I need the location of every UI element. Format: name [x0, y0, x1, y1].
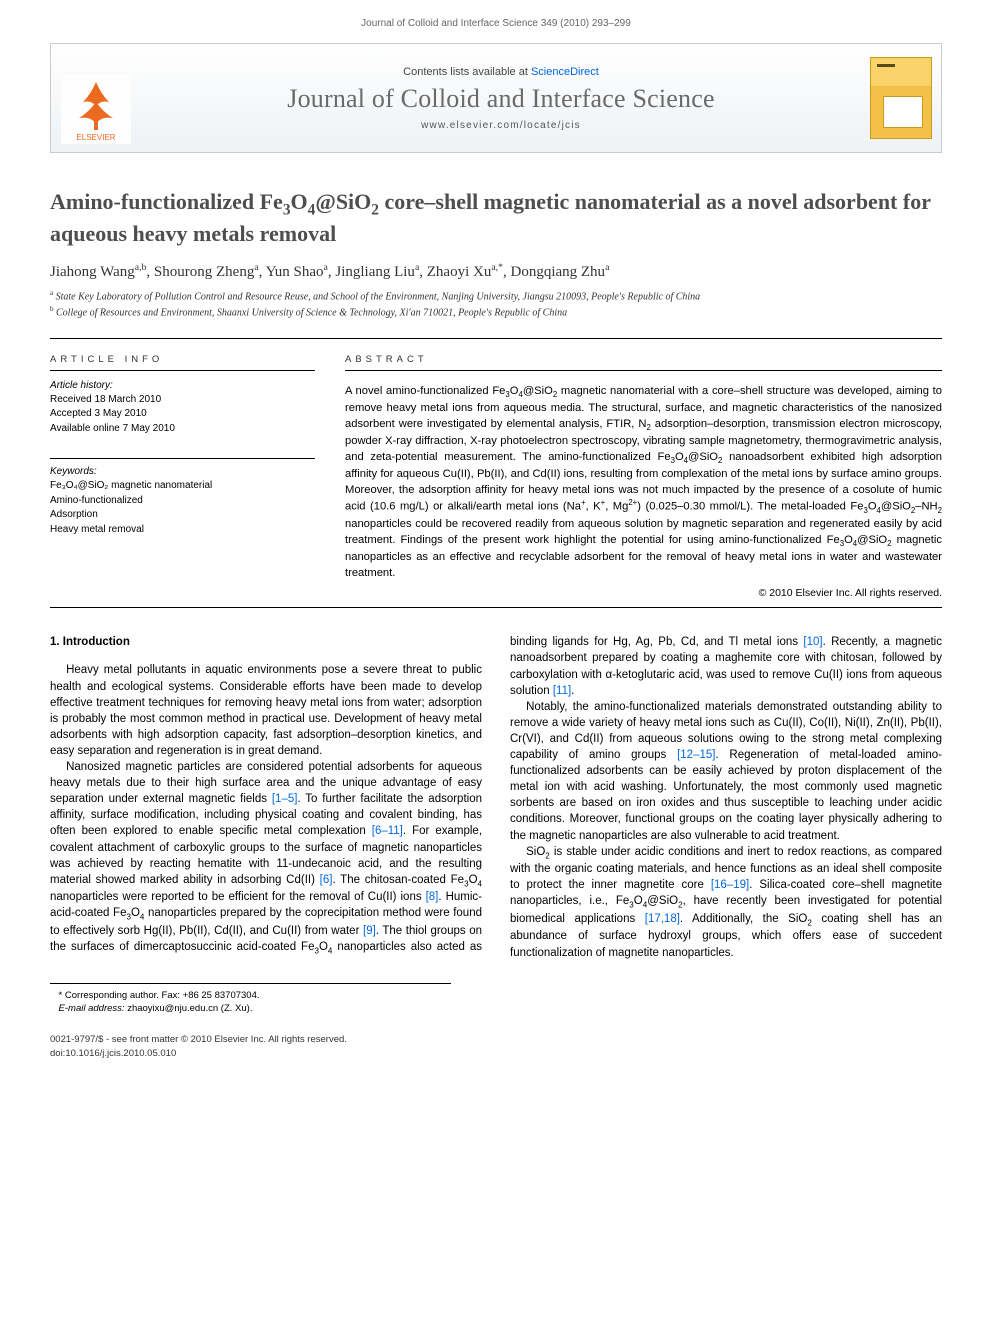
- author-list: Jiahong Wanga,b, Shourong Zhenga, Yun Sh…: [50, 262, 942, 281]
- body-paragraph: Heavy metal pollutants in aquatic enviro…: [50, 662, 482, 759]
- email-value: zhaoyixu@nju.edu.cn (Z. Xu).: [127, 1003, 252, 1014]
- section-heading-introduction: 1. Introduction: [50, 634, 482, 650]
- article-history-label: Article history:: [50, 380, 315, 391]
- body-paragraph: Notably, the amino-functionalized materi…: [510, 699, 942, 844]
- page-header-citation: Journal of Colloid and Interface Science…: [0, 0, 992, 43]
- footer-doi: doi:10.1016/j.jcis.2010.05.010: [50, 1047, 942, 1060]
- info-abstract-row: ARTICLE INFO Article history: Received 1…: [50, 339, 942, 599]
- corresponding-footnote: * Corresponding author. Fax: +86 25 8370…: [50, 983, 451, 1016]
- affiliations: a State Key Laboratory of Pollution Cont…: [50, 289, 942, 320]
- journal-banner: ELSEVIER Contents lists available at Sci…: [50, 43, 942, 153]
- keywords-block: Keywords: Fe₃O₄@SiO₂ magnetic nanomateri…: [50, 458, 315, 537]
- journal-name: Journal of Colloid and Interface Science: [287, 84, 714, 114]
- svg-text:ELSEVIER: ELSEVIER: [76, 133, 115, 142]
- history-online: Available online 7 May 2010: [50, 422, 315, 437]
- keywords-label: Keywords:: [50, 458, 315, 477]
- abstract-copyright: © 2010 Elsevier Inc. All rights reserved…: [345, 587, 942, 599]
- body-two-column: 1. Introduction Heavy metal pollutants i…: [50, 634, 942, 960]
- contents-prefix: Contents lists available at: [403, 66, 531, 78]
- journal-cover-thumb: [870, 57, 932, 139]
- keyword-item: Fe₃O₄@SiO₂ magnetic nanomaterial: [50, 479, 315, 494]
- corresponding-email: E-mail address: zhaoyixu@nju.edu.cn (Z. …: [50, 1002, 451, 1015]
- abstract-heading: ABSTRACT: [345, 345, 942, 371]
- cover-thumb-area: [861, 44, 941, 152]
- article-info-column: ARTICLE INFO Article history: Received 1…: [50, 345, 315, 599]
- article-content: Amino-functionalized Fe3O4@SiO2 core–she…: [50, 188, 942, 1015]
- contents-available: Contents lists available at ScienceDirec…: [403, 66, 599, 78]
- abstract-text: A novel amino-functionalized Fe3O4@SiO2 …: [345, 380, 942, 581]
- footer-front-matter: 0021-9797/$ - see front matter © 2010 El…: [50, 1033, 942, 1046]
- page-footer: 0021-9797/$ - see front matter © 2010 El…: [50, 1033, 942, 1060]
- keyword-item: Amino-functionalized: [50, 494, 315, 509]
- keyword-item: Adsorption: [50, 508, 315, 523]
- corresponding-author: * Corresponding author. Fax: +86 25 8370…: [50, 989, 451, 1002]
- article-info-heading: ARTICLE INFO: [50, 345, 315, 371]
- email-label: E-mail address:: [59, 1003, 125, 1014]
- divider-rule: [50, 607, 942, 608]
- publisher-logo-area: ELSEVIER: [51, 44, 141, 152]
- sciencedirect-link[interactable]: ScienceDirect: [531, 66, 599, 78]
- history-accepted: Accepted 3 May 2010: [50, 407, 315, 422]
- affiliation-b: b College of Resources and Environment, …: [50, 305, 942, 320]
- body-paragraph: SiO2 is stable under acidic conditions a…: [510, 844, 942, 961]
- banner-center: Contents lists available at ScienceDirec…: [141, 44, 861, 152]
- history-received: Received 18 March 2010: [50, 393, 315, 408]
- abstract-column: ABSTRACT A novel amino-functionalized Fe…: [345, 345, 942, 599]
- journal-url: www.elsevier.com/locate/jcis: [421, 120, 581, 131]
- elsevier-tree-logo: ELSEVIER: [61, 74, 131, 144]
- affiliation-a: a State Key Laboratory of Pollution Cont…: [50, 289, 942, 304]
- keyword-item: Heavy metal removal: [50, 523, 315, 538]
- article-title: Amino-functionalized Fe3O4@SiO2 core–she…: [50, 188, 942, 248]
